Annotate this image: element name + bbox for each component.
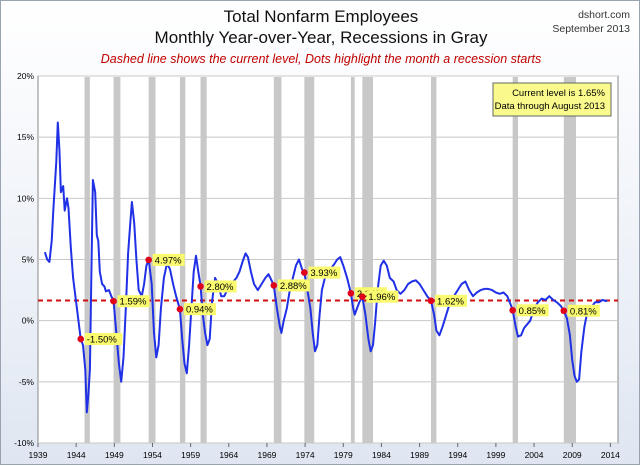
y-tick-label: 0% xyxy=(22,316,35,326)
annotation-label: -1.50% xyxy=(87,335,118,346)
y-tick-label: 10% xyxy=(17,193,34,203)
annotation-label-bg xyxy=(435,294,468,307)
recession-start-dot xyxy=(347,289,355,297)
x-tick-label: 1974 xyxy=(296,450,315,460)
annotation-label-bg xyxy=(117,295,150,308)
y-tick-label: 20% xyxy=(17,71,34,81)
x-tick-label: 1949 xyxy=(105,450,124,460)
y-axis: -10% -5% 0% 5% 10% 15% 20% xyxy=(14,71,34,448)
y-tick-label: -5% xyxy=(19,377,35,387)
series-line xyxy=(43,121,608,414)
gridlines xyxy=(38,75,618,444)
annotation-label: 0.94% xyxy=(186,305,213,316)
recession-start-dot xyxy=(301,269,308,276)
y-tick-label: -10% xyxy=(14,438,34,448)
annotation-label: 0.81% xyxy=(570,306,597,317)
x-tick-label: 1944 xyxy=(67,450,86,460)
annotation-label: 2.80% xyxy=(207,282,234,293)
y-tick-label: 5% xyxy=(22,255,35,265)
annotation-label: 1.62% xyxy=(437,296,464,307)
chart-subtitle: Monthly Year-over-Year, Recessions in Gr… xyxy=(154,28,488,47)
annotation-label-bg xyxy=(204,280,237,293)
info-box: Current level is 1.65% Data through Augu… xyxy=(492,82,612,117)
annotation-label-bg xyxy=(308,266,341,279)
x-tick-label: 1984 xyxy=(372,450,391,460)
annotation-label: 1.96% xyxy=(368,292,395,303)
x-tick-label: 1939 xyxy=(29,450,48,460)
x-tick-label: 1994 xyxy=(448,450,467,460)
annotation-label-bg xyxy=(152,253,185,266)
x-tick-label: 1954 xyxy=(143,450,162,460)
source-name: dshort.com xyxy=(578,9,630,21)
x-tick-label: 1964 xyxy=(219,450,238,460)
x-tick-label: 1969 xyxy=(257,450,276,460)
annotation-label-bg xyxy=(516,304,549,317)
annotation-label-bg xyxy=(84,333,123,346)
annotations: -1.50%1.59%4.97%0.94%2.80%2.88%3.93%2.24… xyxy=(77,253,600,346)
recession-start-dot xyxy=(77,335,85,343)
recession-start-dot xyxy=(560,307,568,315)
x-tick-label: 2014 xyxy=(601,450,620,460)
recession-start-dot xyxy=(197,283,204,290)
recession-start-dot xyxy=(509,306,516,314)
info-box-line2: Data through August 2013 xyxy=(495,101,605,112)
chart-note: Dashed line shows the current level, Dot… xyxy=(100,52,542,66)
x-tick-label: 2009 xyxy=(563,450,582,460)
annotation-label-bg xyxy=(183,303,216,316)
info-box-bg xyxy=(492,82,612,117)
recession-start-dot xyxy=(110,297,117,305)
x-tick-label: 1959 xyxy=(181,450,200,460)
annotation-label-bg xyxy=(277,279,310,292)
recession-start-dot xyxy=(427,297,435,305)
annotation-label: 3.93% xyxy=(310,268,337,279)
x-tick-label: 1989 xyxy=(410,450,429,460)
annotation-label: 1.59% xyxy=(120,297,147,308)
chart-title: Total Nonfarm Employees xyxy=(223,7,419,26)
recession-start-dot xyxy=(270,282,278,289)
annotation-label-bg xyxy=(366,290,399,303)
annotation-label-bg xyxy=(567,304,600,317)
recession-start-dot xyxy=(176,305,184,313)
recession-start-dot xyxy=(359,293,366,300)
source-date: September 2013 xyxy=(552,23,630,35)
x-tick-label: 1979 xyxy=(334,450,353,460)
annotation-label: 4.97% xyxy=(155,255,182,266)
y-tick-label: 15% xyxy=(17,132,34,142)
source-credit: dshort.com September 2013 xyxy=(552,8,630,36)
x-axis: 1939 1944 1949 1954 1959 1964 1969 1974 1979 1984… xyxy=(29,443,620,460)
x-tick-label: 1999 xyxy=(486,450,505,460)
annotation-label: 0.85% xyxy=(519,306,546,317)
x-tick-label: 2004 xyxy=(525,450,544,460)
info-box-line1: Current level is 1.65% xyxy=(512,88,605,99)
annotation-label: 2.88% xyxy=(280,281,307,292)
recession-start-dot xyxy=(145,256,152,264)
